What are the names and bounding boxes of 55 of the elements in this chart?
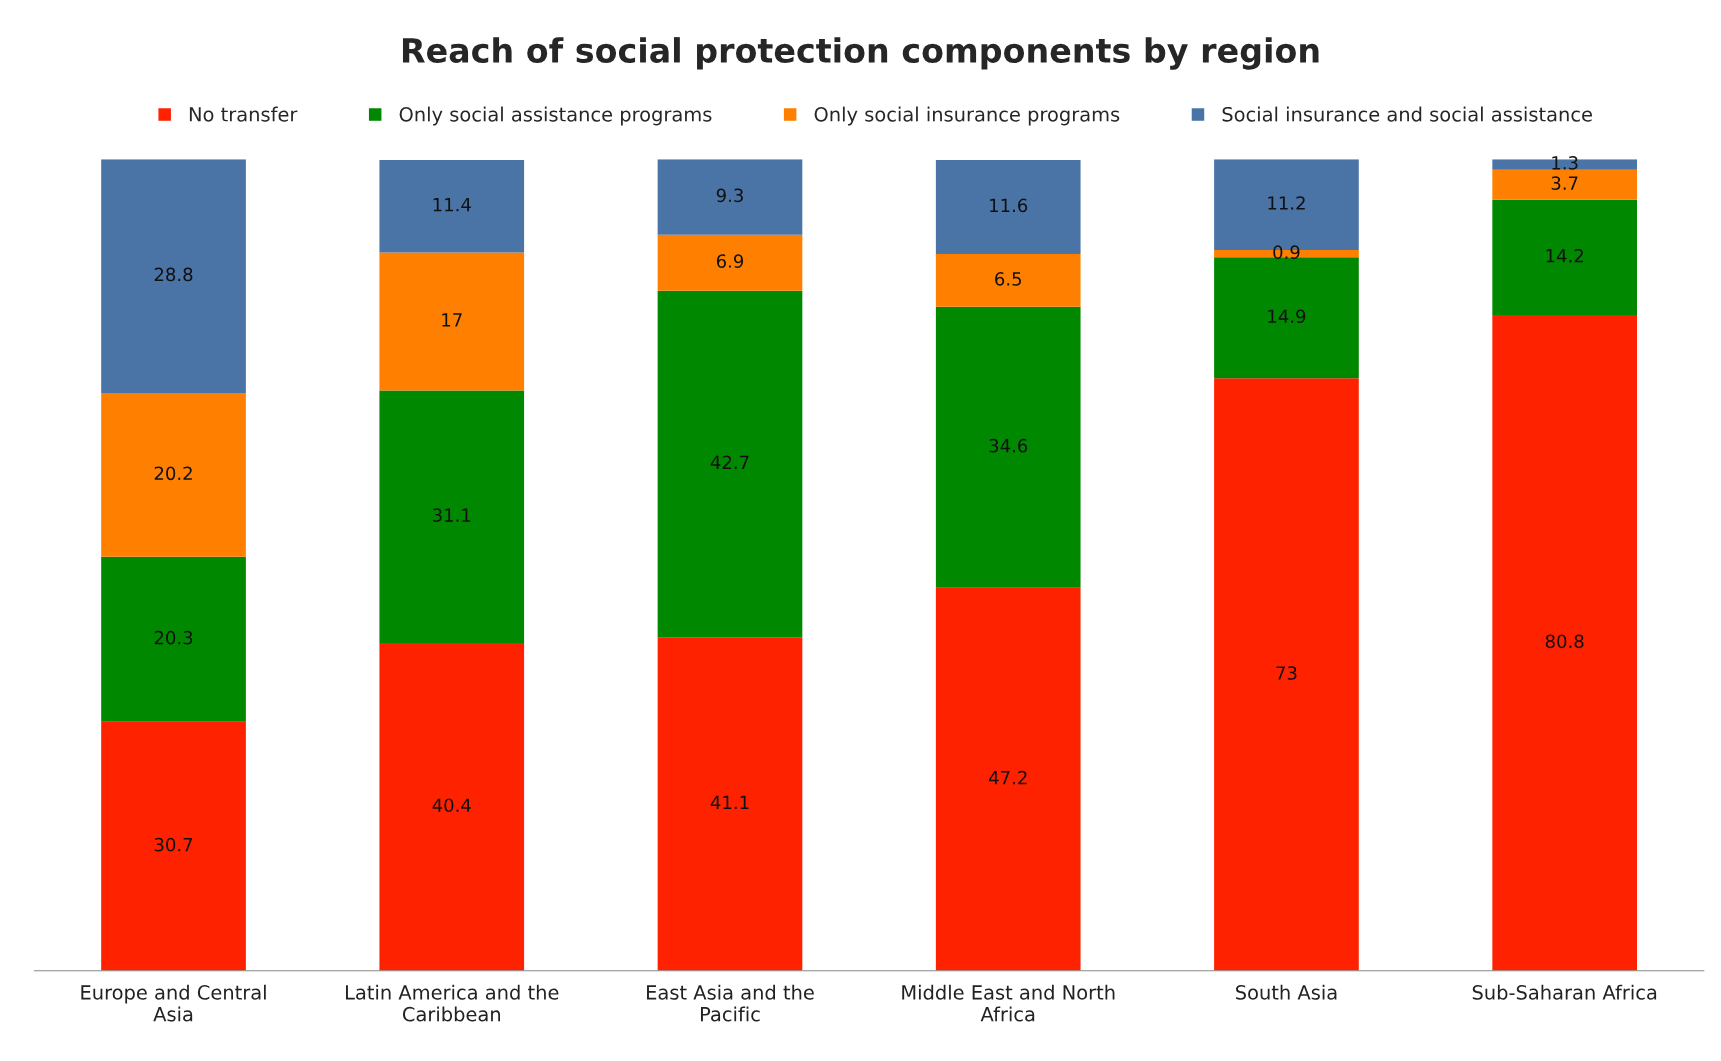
bar — [379, 390, 525, 643]
data-label: 40.4 — [432, 798, 471, 813]
bar — [101, 159, 246, 393]
data-label: 34.6 — [989, 438, 1028, 453]
bar — [657, 290, 803, 638]
bar — [657, 637, 803, 971]
data-label: 20.3 — [154, 630, 193, 645]
bar — [935, 306, 1081, 588]
bar — [657, 159, 803, 235]
data-label: 42.7 — [710, 455, 749, 469]
chart-title: Reach of social protection components by region — [402, 37, 1319, 70]
x-tick-label: Middle East and North Africa — [902, 984, 1115, 1022]
bar — [1492, 199, 1638, 315]
legend-label: No transfer — [189, 106, 298, 122]
x-tick-label: Sub-Saharan Africa — [1472, 984, 1657, 1000]
bar — [379, 159, 525, 253]
bar — [935, 159, 1081, 255]
data-label: 6.9 — [716, 254, 744, 268]
bar — [379, 252, 525, 391]
data-label: 1.3 — [1552, 156, 1578, 170]
x-tick-label: Europe and Central Asia — [81, 984, 266, 1022]
legend-label: Only social assistance programs — [399, 106, 712, 126]
bar — [1214, 378, 1359, 971]
legend-label: Social insurance and social assistance — [1222, 106, 1592, 122]
bar — [101, 721, 246, 971]
data-label: 28.8 — [154, 267, 193, 282]
bar — [101, 556, 246, 722]
x-tick-label: East Asia and the Pacific — [647, 984, 814, 1022]
data-label: 17 — [442, 313, 462, 327]
legend-label: Only social insurance programs — [814, 106, 1120, 126]
data-label: 20.2 — [154, 466, 192, 481]
data-label: 3.7 — [1551, 176, 1578, 190]
bar — [1214, 257, 1359, 379]
x-tick-label: South Asia — [1236, 984, 1337, 1000]
data-label: 6.5 — [995, 272, 1021, 286]
bar — [101, 392, 246, 557]
data-label: 11.4 — [433, 198, 471, 212]
data-label: 30.7 — [154, 837, 193, 852]
bar — [935, 587, 1081, 971]
bar — [657, 234, 803, 291]
data-label: 73 — [1276, 666, 1297, 680]
x-tick-label: Latin America and the Caribbean — [346, 984, 559, 1022]
data-label: 9.3 — [716, 188, 743, 203]
data-label: 80.8 — [1545, 634, 1584, 649]
bar — [1492, 169, 1638, 200]
data-label: 47.2 — [989, 770, 1027, 785]
data-label: 11.2 — [1268, 196, 1305, 210]
data-label: 41.1 — [710, 795, 749, 809]
data-label: 14.2 — [1546, 248, 1583, 263]
data-label: 11.6 — [990, 198, 1028, 213]
bar — [935, 254, 1081, 307]
data-label: 14.9 — [1268, 309, 1306, 324]
data-label: 31.1 — [433, 508, 471, 522]
bar — [379, 642, 525, 971]
bar — [1492, 314, 1638, 971]
